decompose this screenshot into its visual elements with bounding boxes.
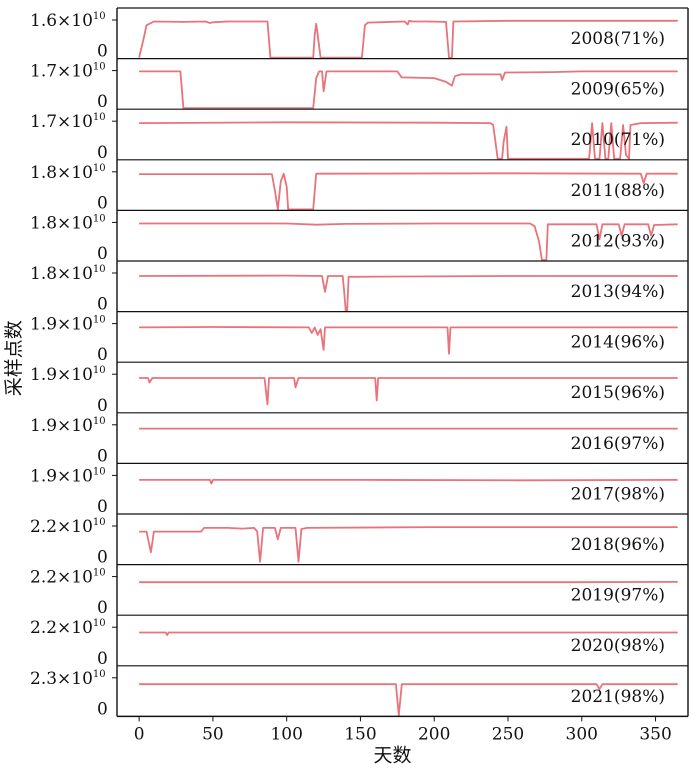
series-line-7 [139, 377, 678, 406]
y-zero-label-9: 0 [97, 497, 108, 517]
y-zero-label-4: 0 [97, 244, 108, 264]
y-zero-label-8: 0 [97, 446, 108, 466]
x-tick-label-6: 300 [566, 724, 598, 744]
y-zero-label-1: 0 [97, 92, 108, 112]
y-max-label-13: 2.3×1010 [30, 669, 106, 689]
panel-label-9: 2017(98%) [571, 484, 665, 504]
series-line-2 [139, 121, 678, 160]
series-line-12 [139, 631, 678, 636]
y-zero-label-11: 0 [97, 598, 108, 618]
series-line-4 [139, 222, 678, 261]
panel-label-12: 2020(98%) [571, 636, 665, 656]
panel-label-2: 2010(71%) [571, 130, 665, 150]
panel-label-7: 2015(96%) [571, 383, 665, 403]
y-max-label-10: 2.2×1010 [30, 517, 106, 537]
panel-label-4: 2012(93%) [571, 231, 665, 251]
x-tick-label-5: 250 [492, 724, 524, 744]
y-axis-title: 采样点数 [3, 320, 25, 396]
x-tick-label-0: 0 [134, 724, 145, 744]
series-line-3 [139, 172, 678, 211]
y-max-label-4: 1.8×1010 [30, 213, 106, 233]
y-max-label-9: 1.9×1010 [30, 466, 106, 486]
x-tick-label-4: 200 [418, 724, 450, 744]
y-zero-label-3: 0 [97, 193, 108, 213]
series-line-1 [139, 70, 678, 110]
panel-label-10: 2018(96%) [571, 535, 665, 555]
panel-label-8: 2016(97%) [571, 434, 665, 454]
y-zero-label-6: 0 [97, 345, 108, 365]
series-line-5 [139, 274, 678, 312]
y-zero-label-0: 0 [97, 42, 108, 62]
y-max-label-12: 2.2×1010 [30, 618, 106, 638]
series-line-13 [139, 683, 678, 717]
series-line-6 [139, 326, 678, 355]
y-max-label-7: 1.9×1010 [30, 365, 106, 385]
y-zero-label-12: 0 [97, 649, 108, 669]
panel-label-13: 2021(98%) [571, 687, 665, 707]
y-max-label-1: 1.7×1010 [30, 62, 106, 82]
y-max-label-6: 1.9×1010 [30, 315, 106, 335]
panel-label-3: 2011(88%) [571, 181, 665, 201]
y-max-label-3: 1.8×1010 [30, 163, 106, 183]
x-axis-title: 天数 [373, 744, 411, 766]
x-tick-label-7: 350 [639, 724, 671, 744]
panel-label-6: 2014(96%) [571, 333, 665, 353]
y-max-label-0: 1.6×1010 [30, 11, 106, 31]
y-max-label-2: 1.7×1010 [30, 112, 106, 132]
x-tick-label-3: 150 [344, 724, 376, 744]
x-tick-label-1: 50 [202, 724, 224, 744]
y-zero-label-7: 0 [97, 396, 108, 416]
series-line-0 [138, 19, 678, 59]
series-line-10 [139, 526, 678, 563]
panel-label-11: 2019(97%) [571, 586, 665, 606]
y-max-label-8: 1.9×1010 [30, 416, 106, 436]
series-line-9 [139, 479, 678, 485]
y-max-label-11: 2.2×1010 [30, 568, 106, 588]
panel-label-5: 2013(94%) [571, 282, 665, 302]
x-tick-label-2: 100 [270, 724, 302, 744]
y-max-label-5: 1.8×1010 [30, 264, 106, 284]
y-zero-label-5: 0 [97, 295, 108, 315]
y-zero-label-2: 0 [97, 143, 108, 163]
y-zero-label-10: 0 [97, 548, 108, 568]
panel-label-1: 2009(65%) [571, 80, 665, 100]
panel-label-0: 2008(71%) [571, 29, 665, 49]
y-zero-label-13: 0 [97, 699, 108, 719]
